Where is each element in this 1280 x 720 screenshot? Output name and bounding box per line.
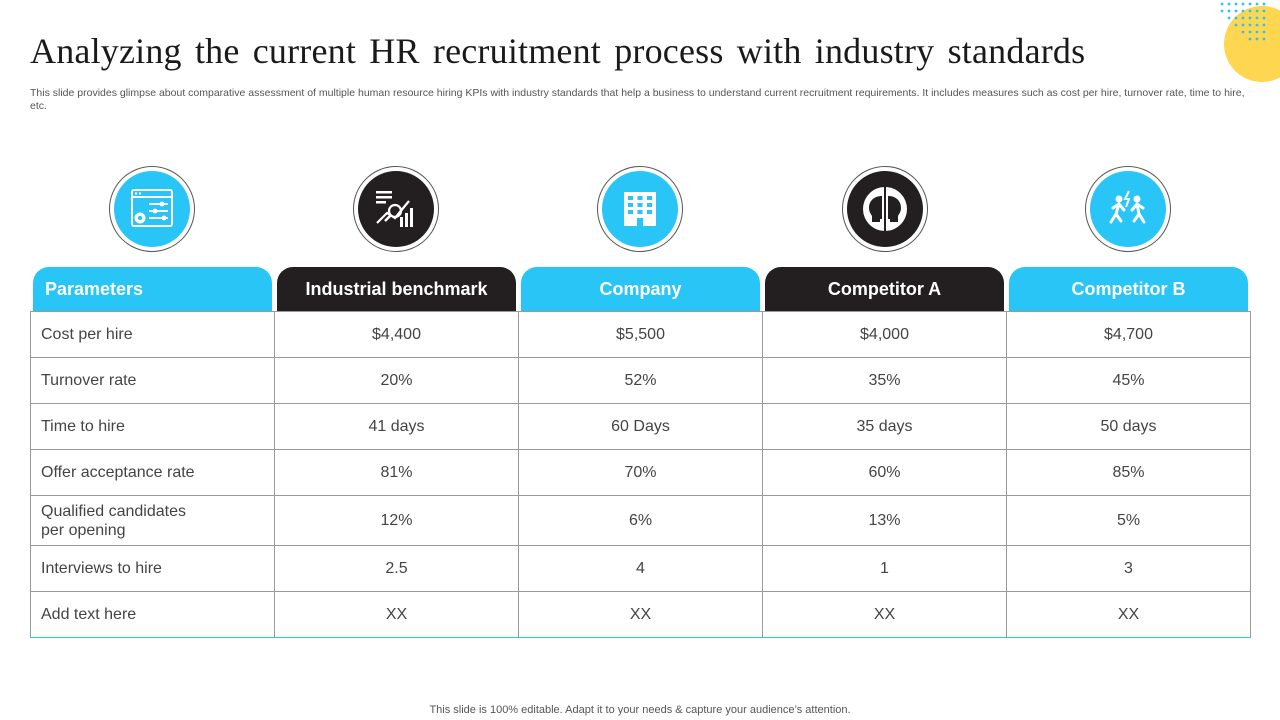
header-competitor-b: Competitor B <box>1009 267 1248 311</box>
table-cell: $4,700 <box>1006 311 1251 358</box>
table-cell: 20% <box>274 357 519 404</box>
row-label: Interviews to hire <box>30 545 275 592</box>
header-parameters: Parameters <box>33 267 272 311</box>
table-row: Turnover rate 20% 52% 35% 45% <box>30 357 1251 404</box>
office-building-icon <box>597 166 683 252</box>
table-row: Offer acceptance rate 81% 70% 60% 85% <box>30 449 1251 496</box>
table-row: Add text here XX XX XX XX <box>30 591 1251 638</box>
footer-note: This slide is 100% editable. Adapt it to… <box>429 704 851 716</box>
analytics-chart-icon <box>353 166 439 252</box>
table-cell: $5,500 <box>518 311 763 358</box>
header-competitor-a: Competitor A <box>765 267 1004 311</box>
table-cell: $4,000 <box>762 311 1007 358</box>
people-running-icon <box>1085 166 1171 252</box>
header-company: Company <box>521 267 760 311</box>
table-cell: 85% <box>1006 449 1251 496</box>
settings-panel-icon <box>109 166 195 252</box>
corner-decoration <box>1220 2 1280 82</box>
two-heads-icon <box>842 166 928 252</box>
table-cell: 41 days <box>274 403 519 450</box>
header-industrial-benchmark: Industrial benchmark <box>277 267 516 311</box>
table-row: Interviews to hire 2.5 4 1 3 <box>30 545 1251 592</box>
row-label: Qualified candidates per opening <box>30 495 275 546</box>
table-row: Time to hire 41 days 60 Days 35 days 50 … <box>30 403 1251 450</box>
page-subtitle: This slide provides glimpse about compar… <box>30 87 1245 112</box>
row-label: Offer acceptance rate <box>30 449 275 496</box>
table-cell: XX <box>274 591 519 638</box>
row-label: Turnover rate <box>30 357 275 404</box>
row-label: Time to hire <box>30 403 275 450</box>
row-label: Add text here <box>30 591 275 638</box>
table-row: Qualified candidates per opening 12% 6% … <box>30 495 1251 546</box>
table-cell: 35% <box>762 357 1007 404</box>
table-cell: XX <box>1006 591 1251 638</box>
table-cell: 3 <box>1006 545 1251 592</box>
table-cell: 6% <box>518 495 763 546</box>
table-row: Cost per hire $4,400 $5,500 $4,000 $4,70… <box>30 311 1251 358</box>
table-cell: 35 days <box>762 403 1007 450</box>
table-cell: 45% <box>1006 357 1251 404</box>
table-cell: $4,400 <box>274 311 519 358</box>
table-cell: 2.5 <box>274 545 519 592</box>
table-cell: XX <box>518 591 763 638</box>
table-cell: 4 <box>518 545 763 592</box>
page-title: Analyzing the current HR recruitment pro… <box>30 31 1086 71</box>
table-cell: 60 Days <box>518 403 763 450</box>
table-cell: XX <box>762 591 1007 638</box>
row-label: Cost per hire <box>30 311 275 358</box>
table-cell: 12% <box>274 495 519 546</box>
table-cell: 60% <box>762 449 1007 496</box>
table-cell: 1 <box>762 545 1007 592</box>
table-cell: 50 days <box>1006 403 1251 450</box>
table-cell: 70% <box>518 449 763 496</box>
kpi-comparison-table: Cost per hire $4,400 $5,500 $4,000 $4,70… <box>30 311 1251 638</box>
table-cell: 81% <box>274 449 519 496</box>
table-cell: 13% <box>762 495 1007 546</box>
table-cell: 52% <box>518 357 763 404</box>
table-cell: 5% <box>1006 495 1251 546</box>
